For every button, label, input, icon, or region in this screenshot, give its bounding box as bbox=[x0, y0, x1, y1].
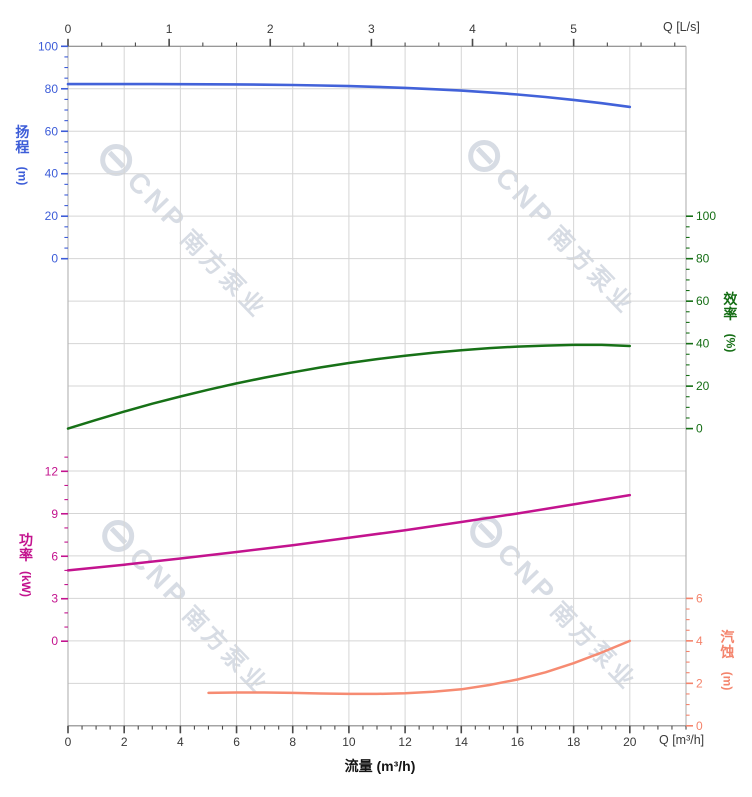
bottom-axis-tick-label: 0 bbox=[65, 735, 72, 749]
eff-axis-tick-label: 40 bbox=[696, 337, 710, 351]
top-axis-tick-label: 3 bbox=[368, 22, 375, 36]
npsh-axis-name: 汽蚀 bbox=[720, 629, 735, 660]
npsh-axis-tick-label: 4 bbox=[696, 634, 703, 648]
eff-axis-tick-label: 80 bbox=[696, 252, 710, 266]
head-axis-title: 扬程 (m) bbox=[13, 124, 32, 186]
npsh-axis-title: 汽蚀 (m) bbox=[718, 629, 737, 691]
power-axis-tick-label: 6 bbox=[51, 549, 58, 563]
head-axis-name: 扬程 bbox=[15, 124, 30, 155]
top-axis-tick-label: 2 bbox=[267, 22, 274, 36]
bottom-axis-tick-label: 10 bbox=[342, 735, 356, 749]
eff-axis-tick-label: 60 bbox=[696, 294, 710, 308]
bottom-axis-tick-label: 18 bbox=[567, 735, 581, 749]
power-axis-tick-label: 9 bbox=[51, 507, 58, 521]
eff-axis-tick-label: 0 bbox=[696, 422, 703, 436]
head-axis-tick-label: 0 bbox=[51, 252, 58, 266]
bottom-axis-tick-label: 4 bbox=[177, 735, 184, 749]
head-axis-tick-label: 40 bbox=[45, 167, 59, 181]
head-axis-tick-label: 100 bbox=[38, 39, 58, 53]
head-axis-tick-label: 20 bbox=[45, 209, 59, 223]
bottom-axis-tick-label: 8 bbox=[289, 735, 296, 749]
power-axis-tick-label: 0 bbox=[51, 634, 58, 648]
top-axis-tick-label: 0 bbox=[65, 22, 72, 36]
bottom-axis-tick-label: 6 bbox=[233, 735, 240, 749]
power-axis-tick-label: 3 bbox=[51, 592, 58, 606]
power-curve bbox=[66, 493, 632, 572]
bottom-axis-tick-label: 14 bbox=[455, 735, 469, 749]
efficiency-axis-unit: (%) bbox=[723, 333, 738, 353]
eff-curve bbox=[66, 343, 632, 430]
npsh-axis-tick-label: 2 bbox=[696, 676, 703, 690]
bottom-axis-tick-label: 12 bbox=[398, 735, 412, 749]
head-axis-unit: (m) bbox=[15, 166, 30, 186]
npsh-axis-tick-label: 6 bbox=[696, 591, 703, 605]
top-axis-unit-label: Q [L/s] bbox=[663, 20, 700, 34]
power-axis-title: 功率 (kW) bbox=[13, 532, 39, 598]
efficiency-axis-name: 效率 bbox=[723, 291, 738, 322]
efficiency-axis-title: 效率 (%) bbox=[721, 291, 740, 353]
top-axis-tick-label: 5 bbox=[570, 22, 577, 36]
power-axis-name: 功率 bbox=[19, 532, 33, 563]
bottom-axis-tick-label: 16 bbox=[511, 735, 525, 749]
eff-axis-tick-label: 20 bbox=[696, 379, 710, 393]
bottom-axis-tick-label: 2 bbox=[121, 735, 128, 749]
power-axis-unit: (kW) bbox=[19, 571, 33, 597]
power-axis-tick-label: 12 bbox=[45, 464, 59, 478]
head-curve bbox=[66, 82, 632, 109]
npsh-curve bbox=[207, 639, 632, 696]
top-axis-tick-label: 4 bbox=[469, 22, 476, 36]
npsh-axis-tick-label: 0 bbox=[696, 719, 703, 733]
top-axis-tick-label: 1 bbox=[166, 22, 173, 36]
eff-axis-tick-label: 100 bbox=[696, 209, 716, 223]
bottom-axis-unit-label: Q [m³/h] bbox=[659, 733, 705, 747]
head-axis-tick-label: 80 bbox=[45, 82, 59, 96]
bottom-axis-tick-label: 20 bbox=[623, 735, 637, 749]
x-axis-title: 流量 (m³/h) bbox=[344, 758, 416, 774]
head-axis-tick-label: 60 bbox=[45, 124, 59, 138]
npsh-axis-unit: (m) bbox=[720, 671, 735, 691]
